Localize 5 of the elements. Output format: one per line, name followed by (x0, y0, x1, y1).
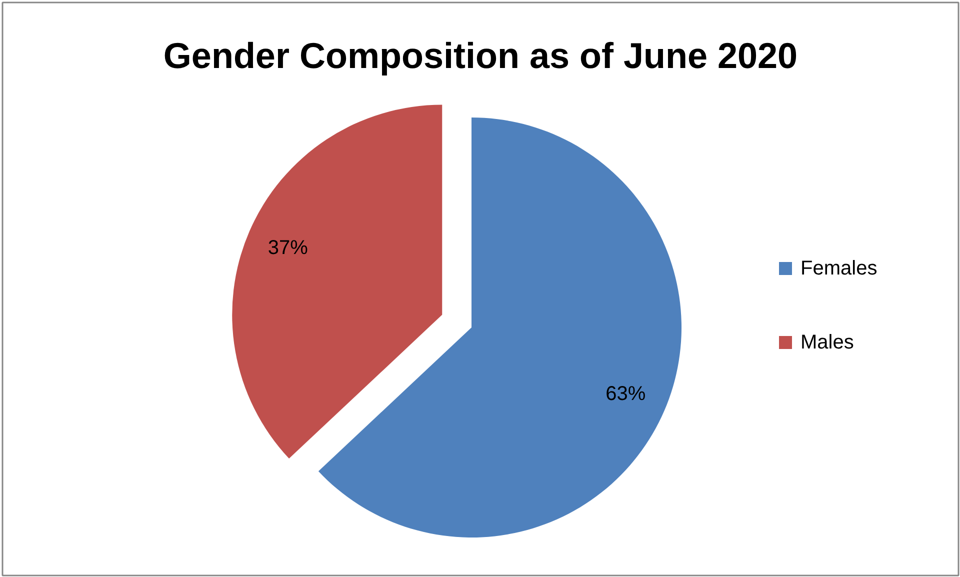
legend-label: Males (800, 332, 854, 354)
legend-label: Females (800, 258, 878, 280)
data-label: 63% (606, 383, 646, 406)
data-label: 37% (268, 237, 308, 260)
chart-title: Gender Composition as of June 2020 (163, 35, 798, 76)
